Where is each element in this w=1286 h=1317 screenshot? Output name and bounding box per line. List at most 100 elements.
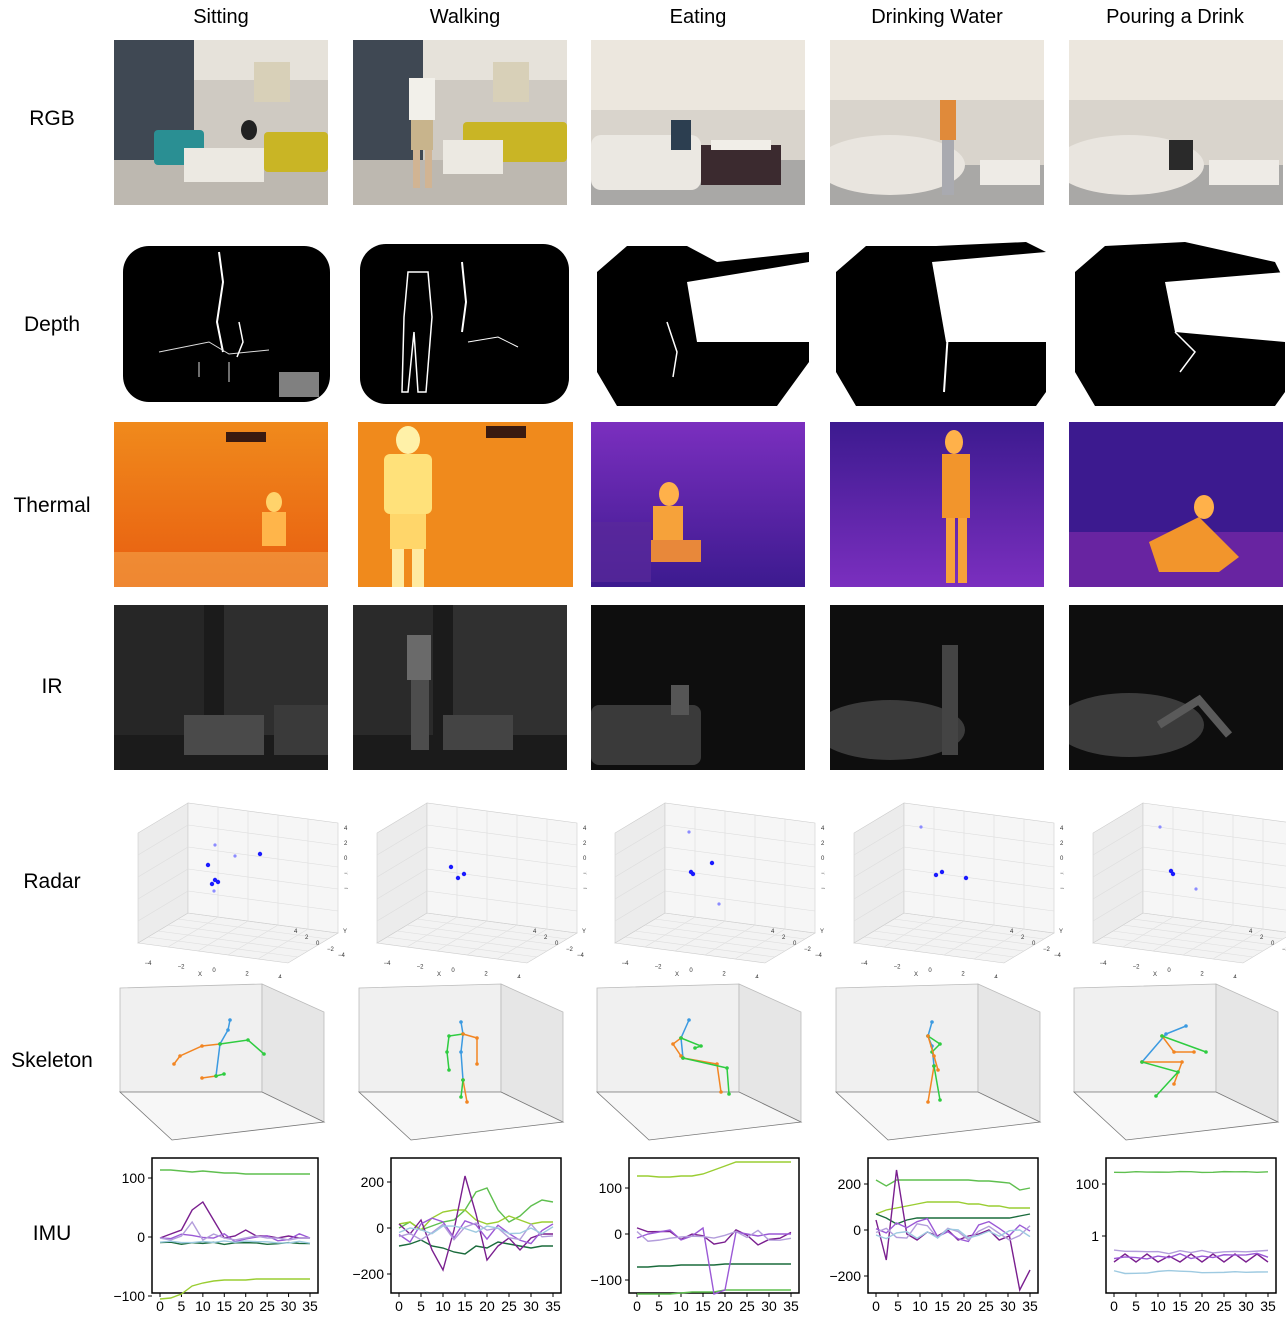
radar-x-label: X [1153, 972, 1157, 978]
skeleton-joint [214, 1074, 218, 1078]
radar-z-tick: 0 [1060, 856, 1064, 862]
radar-axes [853, 802, 1055, 964]
skeleton-joint [725, 1066, 729, 1070]
radar-z-tick: 0 [583, 856, 587, 862]
skeleton-joint [671, 1042, 675, 1046]
row-header-depth: Depth [23, 313, 81, 336]
radar-z-tick: 0 [344, 856, 348, 862]
radar-z-tick: 0 [821, 856, 825, 862]
skeleton-joint [1140, 1060, 1144, 1064]
skeleton-joint [930, 1020, 934, 1024]
skeleton-joint [461, 1078, 465, 1082]
radar-point [461, 871, 467, 877]
skeleton-axes [357, 983, 565, 1141]
radar-y-tick: −2 [327, 947, 335, 953]
column-header-walking: Walking [429, 6, 501, 28]
radar-y-tick: 2 [1021, 935, 1025, 941]
radar-y-tick: −2 [1043, 947, 1051, 953]
radar-z-tick: −4 [821, 886, 825, 892]
thermal-image-walking [358, 422, 573, 587]
imu-x-tick-label: 25 [739, 1298, 755, 1314]
imu-y-tick-label: 200 [361, 1174, 385, 1190]
skeleton-joint [693, 1046, 697, 1050]
skeleton-joint [228, 1018, 232, 1022]
row-header-ir: IR [41, 675, 63, 698]
skeleton-joint [172, 1062, 176, 1066]
skeleton-joint [1192, 1050, 1196, 1054]
radar-y-tick: −2 [1282, 947, 1286, 953]
imu-series-line [398, 1225, 554, 1235]
radar-y-tick: 4 [1249, 929, 1253, 935]
radar-x-tick: −2 [1133, 965, 1141, 971]
radar-point [919, 825, 923, 829]
skeleton-bone [1161, 1035, 1207, 1053]
imu-y-tick-label: 100 [599, 1180, 623, 1196]
row-header-thermal: Thermal [13, 494, 91, 517]
radar-y-tick: 0 [1032, 941, 1036, 947]
skeleton-joint [465, 1100, 469, 1104]
imu-plot-frame [628, 1157, 800, 1294]
imu-x-tick-label: 0 [395, 1298, 403, 1314]
imu-series-line [159, 1220, 310, 1241]
imu-y-tick-label: 200 [838, 1176, 862, 1192]
skeleton-axes [118, 983, 326, 1141]
imu-y-tick-label: 0 [137, 1229, 145, 1245]
skeleton-joint [222, 1072, 226, 1076]
depth-image-sitting [119, 242, 334, 406]
skeleton-bone [460, 1079, 464, 1098]
imu-x-tick-label: 35 [783, 1298, 799, 1314]
radar-y-tick: 0 [316, 941, 320, 947]
skeleton-joint [1154, 1094, 1158, 1098]
radar-point [687, 830, 691, 834]
radar-point [690, 871, 696, 877]
radar-y-tick: 2 [544, 935, 548, 941]
skeleton-joint [719, 1090, 723, 1094]
radar-z-tick: −4 [344, 886, 348, 892]
imu-series-line [1113, 1249, 1269, 1255]
skeleton-bone [462, 1079, 468, 1103]
depth-image-drinking-water [836, 242, 1046, 406]
radar-x-tick: −2 [894, 965, 902, 971]
radar-x-tick: −2 [178, 965, 186, 971]
skeleton-joint [938, 1042, 942, 1046]
radar-y-tick: −4 [815, 953, 823, 959]
radar-y-tick: −4 [1054, 953, 1062, 959]
rgb-image-sitting [114, 40, 328, 205]
imu-x-tick-label: 5 [655, 1298, 663, 1314]
thermal-image-sitting [114, 422, 328, 587]
radar-x-tick: 4 [755, 975, 759, 978]
imu-x-tick-label: 0 [156, 1298, 164, 1314]
radar-y-label: Y [1059, 929, 1063, 935]
radar-y-tick: 4 [771, 929, 775, 935]
radar-point [963, 875, 969, 881]
imu-plot-frame [151, 1157, 319, 1294]
skeleton-bone [173, 1043, 221, 1065]
radar-point [1170, 871, 1176, 877]
imu-x-tick-label: 30 [1238, 1298, 1254, 1314]
row-header-radar: Radar [23, 870, 81, 893]
radar-point [933, 872, 939, 878]
imu-x-tick-label: 30 [1000, 1298, 1016, 1314]
imu-plot-walking: 0 5 10 15 20 25 30 35 200 0 −200 [343, 1150, 569, 1317]
imu-series-line [637, 1161, 791, 1178]
skeleton-plot-drinking-water [828, 982, 1050, 1142]
radar-point [709, 860, 715, 866]
imu-series-line [398, 1239, 553, 1255]
radar-y-label: Y [582, 929, 586, 935]
radar-y-label: Y [343, 929, 347, 935]
radar-z-tick: −2 [344, 871, 348, 877]
imu-series-line [1113, 1170, 1269, 1174]
skeleton-joint [932, 1054, 936, 1058]
skeleton-plot-walking [351, 982, 573, 1142]
radar-x-tick: 4 [517, 975, 521, 978]
imu-x-tick-label: 0 [1110, 1298, 1118, 1314]
ir-image-drinking-water [830, 605, 1044, 770]
radar-y-tick: 0 [793, 941, 797, 947]
imu-y-tick-label: 1 [1091, 1228, 1099, 1244]
radar-y-tick: 2 [782, 935, 786, 941]
imu-series-line [398, 1217, 554, 1245]
skeleton-joint [926, 1100, 930, 1104]
